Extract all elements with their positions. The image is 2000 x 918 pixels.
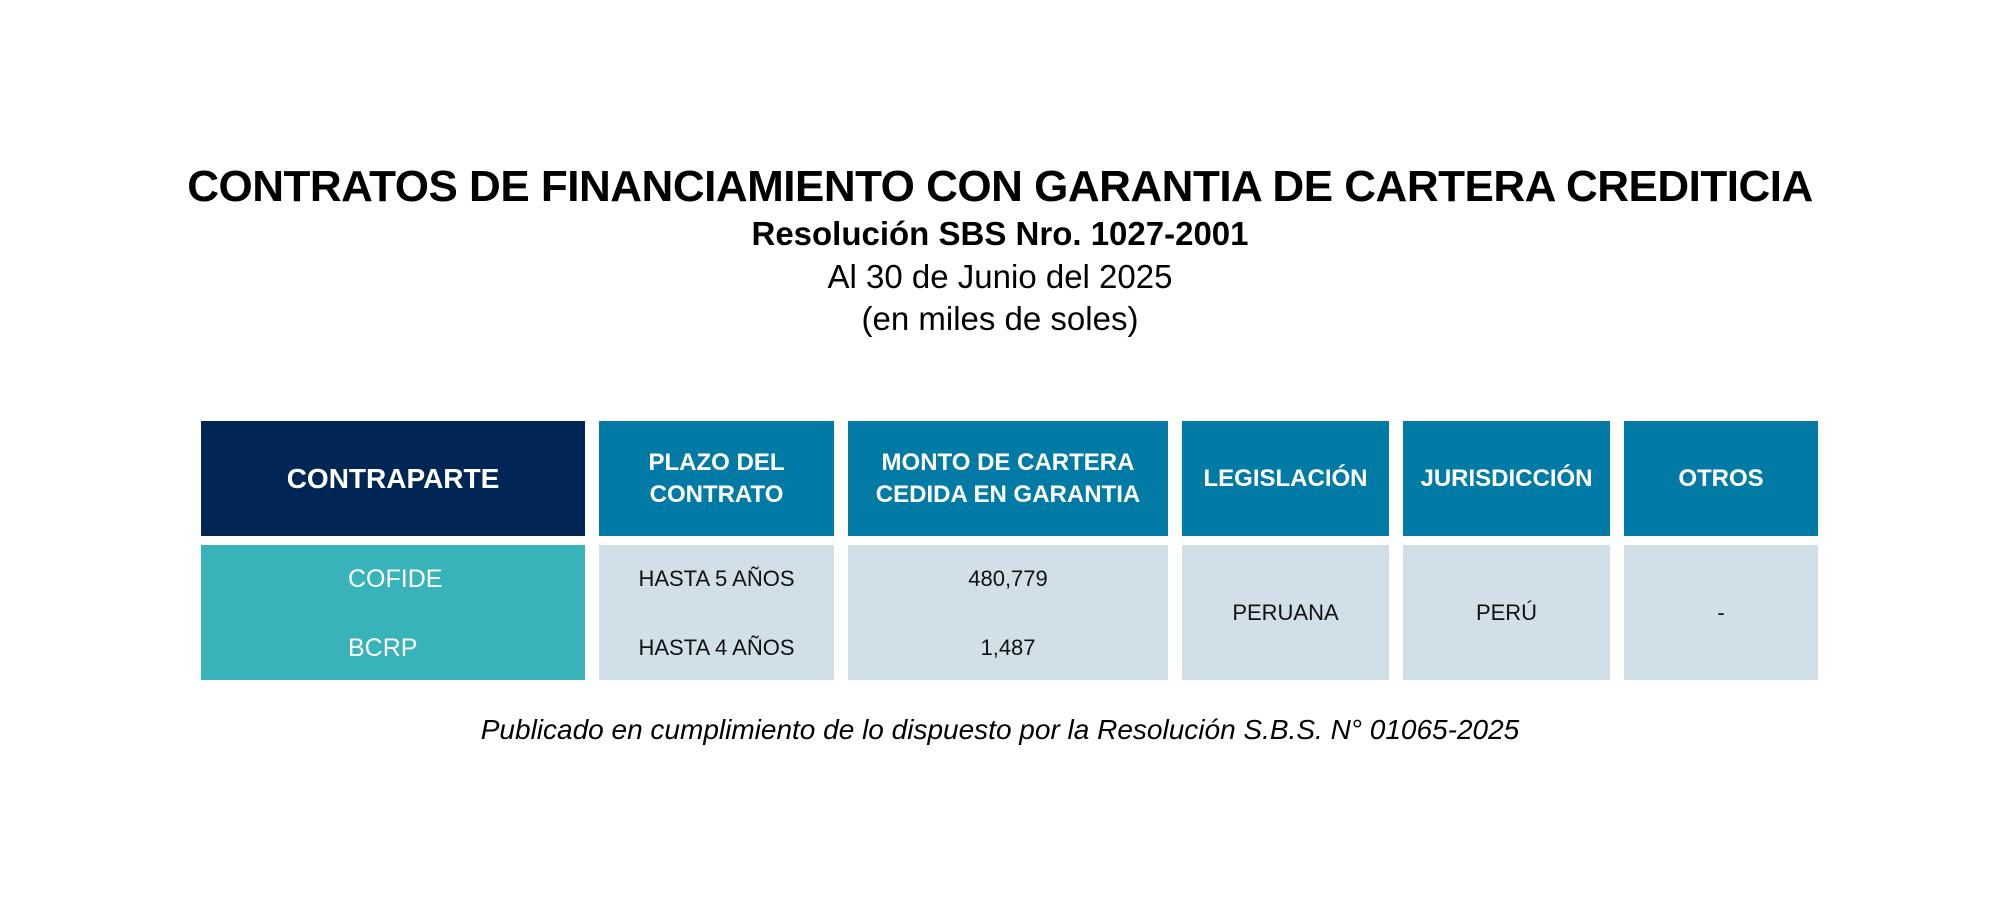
column-header-jurisdiccion-label: JURISDICCIÓN — [1420, 464, 1593, 492]
column-header-legislacion-label: LEGISLACIÓN — [1203, 464, 1368, 492]
publication-footnote: Publicado en cumplimiento de lo dispuest… — [480, 714, 1520, 745]
column-header-monto-line2: CEDIDA EN GARANTIA — [875, 480, 1141, 508]
column-header-plazo-line1: PLAZO DEL — [648, 448, 785, 476]
column-header-legislacion: LEGISLACIÓN — [1182, 421, 1389, 536]
column-header-otros-label: OTROS — [1678, 464, 1764, 492]
otros-cell: - — [1624, 545, 1818, 680]
column-header-contraparte-label: CONTRAPARTE — [286, 462, 500, 494]
otros-value: - — [1717, 599, 1725, 625]
document-title: CONTRATOS DE FINANCIAMIENTO CON GARANTIA… — [187, 162, 1813, 211]
report-date: Al 30 de Junio del 2025 — [827, 258, 1173, 295]
column-header-contraparte: CONTRAPARTE — [201, 421, 585, 536]
resolution-subtitle: Resolución SBS Nro. 1027-2001 — [751, 215, 1249, 252]
jurisdiccion-cell: PERÚ — [1403, 545, 1610, 680]
legislacion-cell: PERUANA — [1182, 545, 1389, 680]
table-row-bcrp-contraparte: BCRP — [348, 634, 418, 662]
column-header-otros: OTROS — [1624, 421, 1818, 536]
table-row-bcrp-monto: 1,487 — [980, 635, 1036, 660]
column-header-jurisdiccion: JURISDICCIÓN — [1403, 421, 1610, 536]
table-row-cofide-monto: 480,779 — [968, 566, 1048, 591]
monto-cell: 480,779 1,487 — [848, 545, 1168, 680]
column-header-plazo: PLAZO DEL CONTRATO — [599, 421, 834, 536]
column-header-monto: MONTO DE CARTERA CEDIDA EN GARANTIA — [848, 421, 1168, 536]
table-row-cofide-contraparte: COFIDE — [348, 565, 443, 593]
jurisdiccion-value: PERÚ — [1475, 599, 1538, 625]
table-row-cofide-plazo: HASTA 5 AÑOS — [638, 566, 795, 591]
table-row-bcrp-plazo: HASTA 4 AÑOS — [638, 635, 795, 660]
column-header-plazo-line2: CONTRATO — [649, 480, 784, 508]
units-note: (en miles de soles) — [861, 300, 1139, 337]
plazo-cell: HASTA 5 AÑOS HASTA 4 AÑOS — [599, 545, 834, 680]
column-header-monto-line1: MONTO DE CARTERA — [881, 448, 1135, 476]
contraparte-cell: COFIDE BCRP — [201, 545, 585, 680]
legislacion-value: PERUANA — [1232, 599, 1339, 625]
